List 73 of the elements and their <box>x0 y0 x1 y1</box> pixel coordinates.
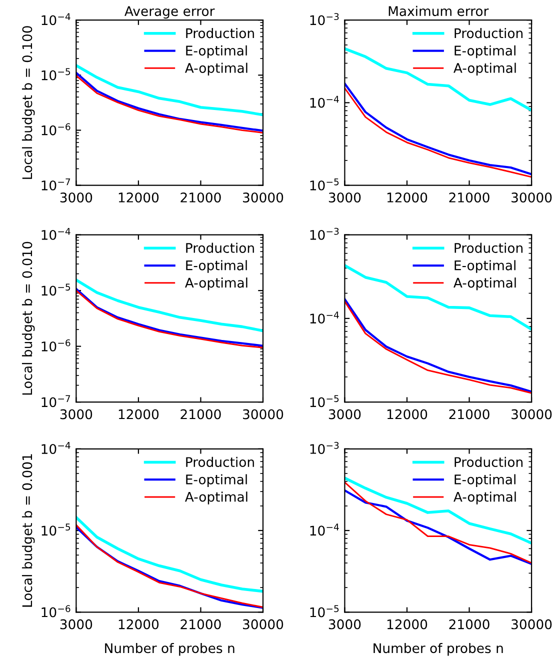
chart-title: Average error <box>124 6 215 19</box>
legend-label: E-optimal <box>186 474 247 487</box>
x-tick-label: 30000 <box>243 192 284 202</box>
y-tick-label: 10$^{−4}$ <box>310 312 339 324</box>
x-tick-label: 21000 <box>180 192 221 202</box>
y-tick-label: 10$^{−4}$ <box>310 524 339 536</box>
x-axis-title: Number of probes n <box>105 642 234 656</box>
x-tick-label: 21000 <box>449 192 490 202</box>
line-series <box>76 516 263 593</box>
line-series <box>76 278 263 332</box>
legend-label: A-optimal <box>454 278 516 290</box>
y-tick-label: 10$^{−6}$ <box>42 339 70 352</box>
x-tick-label: 30000 <box>512 409 552 420</box>
legend-label: Production <box>454 456 522 468</box>
y-tick-label: 10$^{−3}$ <box>310 442 339 454</box>
x-tick-label: 12000 <box>118 192 159 202</box>
x-tick-label: 3000 <box>60 409 92 420</box>
y-tick-label: 10$^{−3}$ <box>310 13 339 26</box>
line-series <box>76 64 263 116</box>
x-tick-label: 3000 <box>328 619 361 630</box>
line-series <box>344 47 532 112</box>
x-tick-label: 21000 <box>180 619 221 630</box>
legend-label: A-optimal <box>184 62 248 76</box>
x-tick-label: 12000 <box>118 409 159 420</box>
x-tick-label: 30000 <box>512 192 552 202</box>
x-tick-label: 3000 <box>60 619 92 630</box>
y-tick-label: 10$^{−5}$ <box>310 395 339 408</box>
x-axis-title: Number of probes n <box>374 642 503 656</box>
y-tick-label: 10$^{−4}$ <box>42 442 70 454</box>
y-tick-label: 10$^{−5}$ <box>310 178 339 190</box>
x-tick-label: 12000 <box>387 192 428 202</box>
x-tick-label: 3000 <box>328 409 361 420</box>
x-tick-label: 21000 <box>180 409 221 420</box>
x-tick-label: 12000 <box>118 619 159 630</box>
y-tick-label: 10$^{−6}$ <box>42 605 70 618</box>
legend-label: E-optimal <box>454 260 516 273</box>
x-tick-label: 30000 <box>512 619 552 630</box>
x-tick-label: 21000 <box>449 409 490 420</box>
legend-label: A-optimal <box>454 62 516 76</box>
y-axis-title: Local budget b = 0.001 <box>22 454 35 607</box>
legend-label: Production <box>454 28 522 38</box>
legend-label: E-optimal <box>186 260 247 273</box>
legend-label: Production <box>186 456 254 468</box>
x-tick-label: 30000 <box>243 409 284 420</box>
y-tick-label: 10$^{−3}$ <box>310 228 339 240</box>
y-tick-label: 10$^{−7}$ <box>42 178 70 190</box>
x-tick-label: 12000 <box>387 409 428 420</box>
x-tick-label: 12000 <box>387 619 428 630</box>
x-tick-label: 3000 <box>60 192 92 202</box>
legend-label: Production <box>454 242 522 253</box>
legend-label: E-optimal <box>186 45 247 58</box>
y-tick-label: 10$^{−6}$ <box>42 123 70 136</box>
legend-label: Production <box>186 28 254 38</box>
y-tick-label: 10$^{−4}$ <box>310 96 339 108</box>
y-tick-label: 10$^{−5}$ <box>42 524 70 536</box>
legend-label: A-optimal <box>454 492 516 504</box>
legend-label: A-optimal <box>184 278 248 290</box>
y-tick-label: 10$^{−5}$ <box>310 605 339 618</box>
y-axis-title: Local budget b = 0.100 <box>22 26 35 179</box>
legend-label: Production <box>186 242 254 253</box>
y-tick-label: 10$^{−7}$ <box>42 395 70 408</box>
y-axis-title: Local budget b = 0.010 <box>22 242 35 395</box>
y-tick-label: 10$^{−5}$ <box>42 284 70 296</box>
x-tick-label: 21000 <box>449 619 490 630</box>
y-tick-label: 10$^{−5}$ <box>42 68 70 80</box>
y-tick-label: 10$^{−4}$ <box>42 228 70 240</box>
legend-label: A-optimal <box>184 492 248 504</box>
chart-title: Maximum error <box>388 6 489 16</box>
legend-label: E-optimal <box>454 45 516 58</box>
y-tick-label: 10$^{−4}$ <box>42 13 70 26</box>
legend-label: E-optimal <box>454 474 516 487</box>
x-tick-label: 30000 <box>243 619 284 630</box>
x-tick-label: 3000 <box>328 192 361 202</box>
